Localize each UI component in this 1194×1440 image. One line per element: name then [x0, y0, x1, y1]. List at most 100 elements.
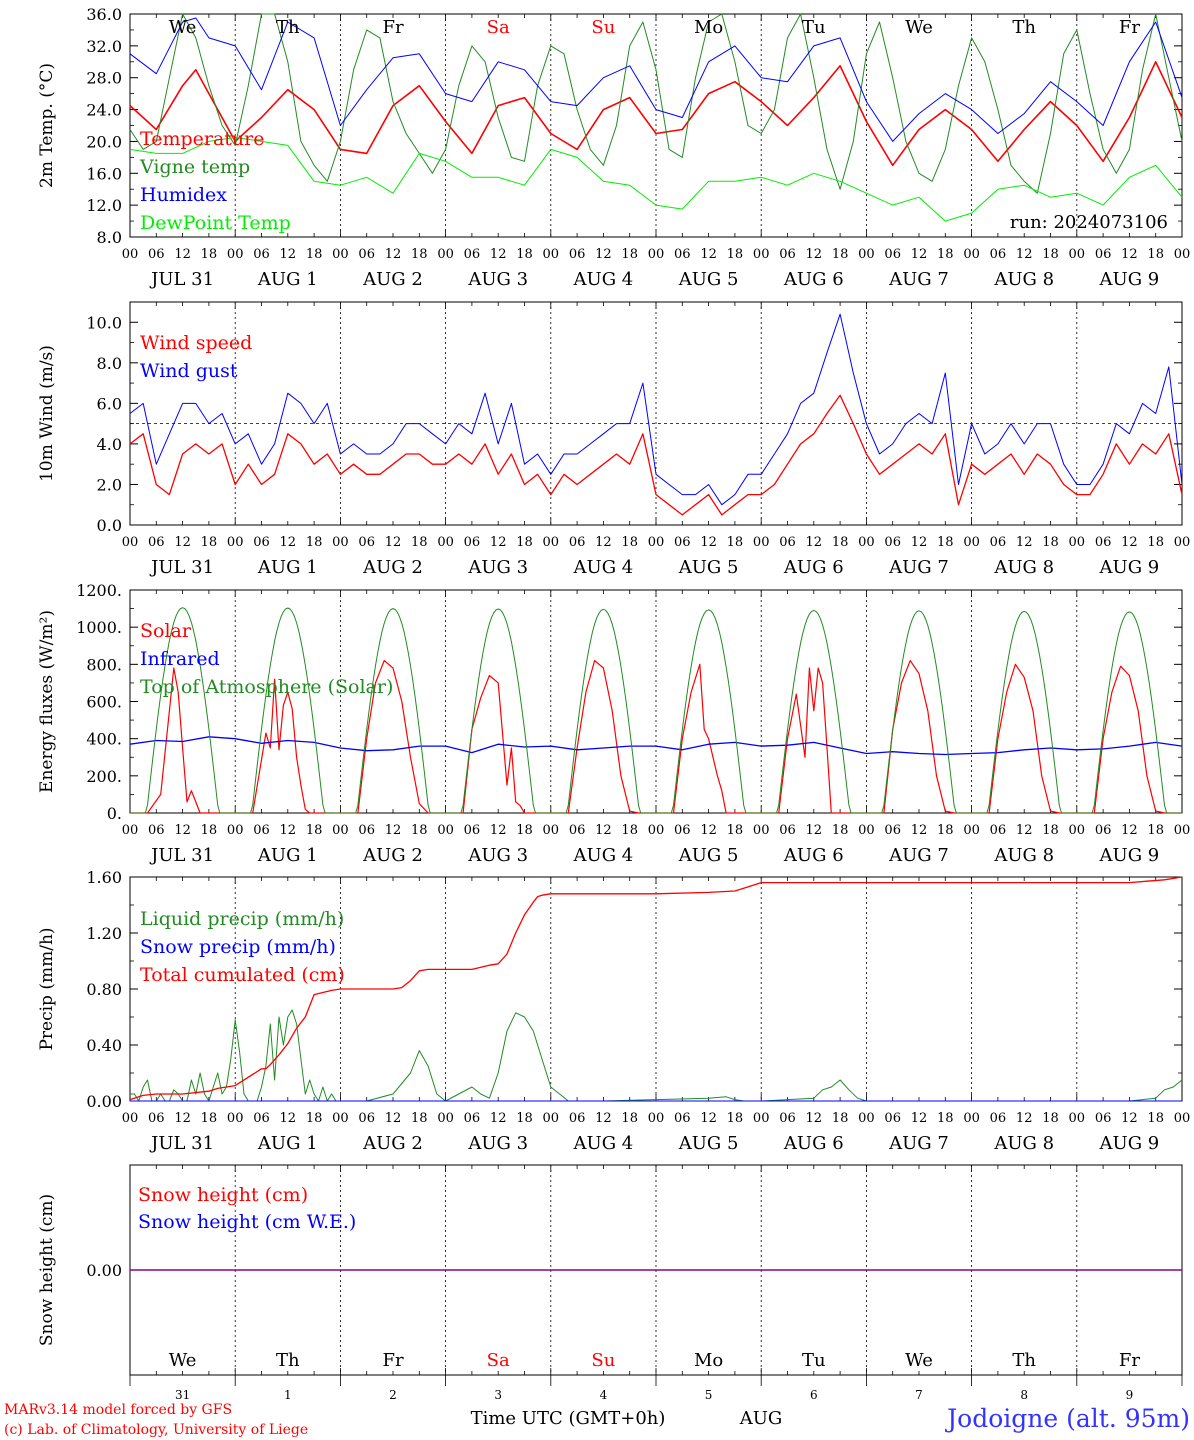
- panel-temp: 8.0 12.0 16.0 20.0 24.0 28.0 32.0 36.0 2m Temp. …: [37, 5, 1190, 290]
- hour-tick-label: 18: [201, 247, 218, 262]
- y-tick-label: 400.: [86, 730, 122, 749]
- hour-tick-label: 06: [464, 1111, 481, 1126]
- date-label: AUG 8: [993, 1133, 1054, 1154]
- hour-tick-label: 06: [253, 1111, 270, 1126]
- hour-tick-label: 00: [1174, 535, 1191, 550]
- y-tick-label: 28.0: [86, 69, 122, 88]
- hour-tick-label: 18: [937, 823, 954, 838]
- hour-tick-label: 18: [1042, 1111, 1059, 1126]
- date-label: AUG 5: [678, 845, 739, 866]
- legend-entry: Snow height (cm): [138, 1184, 308, 1206]
- y-tick-label: 800.: [86, 655, 122, 674]
- day-of-week-label: Fr: [382, 17, 403, 38]
- date-label: AUG 4: [573, 1133, 634, 1154]
- y-tick-label: 0.00: [86, 1261, 122, 1280]
- day-of-week-label: Su: [591, 1350, 615, 1371]
- y-tick-label: 8.0: [97, 228, 122, 247]
- y-tick-label: 6.0: [97, 394, 122, 413]
- day-number-label: 2: [389, 1388, 397, 1402]
- hour-tick-label: 00: [437, 247, 454, 262]
- legend-entry: Snow height (cm W.E.): [138, 1211, 356, 1233]
- hour-tick-label: 06: [1095, 823, 1112, 838]
- y-tick-label: 0.80: [86, 980, 122, 999]
- y-tick-label: 12.0: [86, 196, 122, 215]
- y-tick-label: 1.20: [86, 924, 122, 943]
- date-label: AUG 4: [573, 269, 634, 290]
- hour-tick-label: 06: [779, 1111, 796, 1126]
- month-label: AUG: [739, 1408, 783, 1429]
- date-label: AUG 1: [257, 1133, 318, 1154]
- day-of-week-label: Tu: [802, 17, 826, 38]
- date-label: AUG 3: [467, 845, 528, 866]
- date-label: AUG 7: [888, 557, 949, 578]
- hour-tick-label: 12: [174, 823, 191, 838]
- date-label: JUL 31: [149, 1133, 214, 1154]
- hour-tick-label: 00: [227, 823, 244, 838]
- hour-tick-label: 18: [1147, 823, 1164, 838]
- hour-tick-label: 00: [437, 1111, 454, 1126]
- hour-tick-label: 12: [490, 247, 507, 262]
- date-label: AUG 7: [888, 269, 949, 290]
- hour-tick-label: 18: [201, 1111, 218, 1126]
- date-label: AUG 5: [678, 1133, 739, 1154]
- hour-tick-label: 06: [1095, 1111, 1112, 1126]
- hour-tick-label: 18: [1147, 247, 1164, 262]
- hour-tick-label: 18: [1042, 823, 1059, 838]
- hour-tick-label: 00: [543, 823, 560, 838]
- date-label: AUG 7: [888, 1133, 949, 1154]
- date-label: JUL 31: [149, 845, 214, 866]
- station-label: Jodoigne (alt. 95m): [944, 1404, 1190, 1433]
- date-label: AUG 6: [783, 845, 844, 866]
- series-line-dewpoint-temp: [129, 136, 1183, 222]
- credit-line: MARv3.14 model forced by GFS: [4, 1402, 232, 1418]
- y-tick-label: 1000.: [76, 618, 122, 637]
- y-tick-label: 32.0: [86, 37, 122, 56]
- hour-tick-label: 00: [858, 823, 875, 838]
- hour-tick-label: 00: [332, 535, 349, 550]
- hour-tick-label: 18: [306, 823, 323, 838]
- hour-tick-label: 06: [674, 247, 691, 262]
- date-label: AUG 1: [257, 269, 318, 290]
- hour-tick-label: 06: [990, 535, 1007, 550]
- hour-tick-label: 06: [148, 247, 165, 262]
- hour-tick-label: 18: [621, 247, 638, 262]
- hour-tick-label: 00: [227, 247, 244, 262]
- day-of-week-label: Mo: [694, 1350, 723, 1371]
- hour-tick-label: 18: [201, 535, 218, 550]
- hour-tick-label: 18: [516, 247, 533, 262]
- y-tick-label: 4.0: [97, 435, 122, 454]
- y-tick-label: 0.0: [97, 516, 122, 535]
- legend-entry: Temperature: [140, 128, 264, 150]
- hour-tick-label: 12: [806, 535, 823, 550]
- legend-entry: Humidex: [140, 184, 227, 206]
- day-number-label: 7: [915, 1388, 923, 1402]
- date-label: AUG 9: [1099, 845, 1160, 866]
- hour-tick-label: 00: [227, 1111, 244, 1126]
- date-label: AUG 2: [362, 557, 423, 578]
- y-tick-label: 0.40: [86, 1036, 122, 1055]
- day-of-week-label: Fr: [382, 1350, 403, 1371]
- panel-wind: 0.0 2.0 4.0 6.0 8.0 10.0 10m Wind (m/s) Wind sp…: [37, 301, 1191, 578]
- panel-snow: 0.00 Snow height (cm) Snow height (cm) Snow…: [37, 1164, 1183, 1376]
- y-axis-title: Snow height (cm): [37, 1194, 57, 1346]
- series-line-total-cumulated-cm-: [129, 876, 1183, 1101]
- hour-tick-label: 06: [569, 247, 586, 262]
- date-label: AUG 2: [362, 269, 423, 290]
- series-line-humidex: [129, 17, 1183, 142]
- hour-tick-label: 00: [437, 823, 454, 838]
- y-axis-title: Energy fluxes (W/m²): [37, 610, 57, 793]
- hour-tick-label: 06: [148, 535, 165, 550]
- hour-tick-label: 18: [516, 535, 533, 550]
- hour-tick-label: 06: [464, 823, 481, 838]
- hour-tick-label: 12: [385, 823, 402, 838]
- hour-tick-label: 12: [1121, 1111, 1138, 1126]
- date-label: AUG 6: [783, 1133, 844, 1154]
- hour-tick-label: 00: [858, 247, 875, 262]
- hour-tick-label: 00: [1174, 823, 1191, 838]
- hour-tick-label: 18: [1042, 535, 1059, 550]
- hour-tick-label: 06: [569, 823, 586, 838]
- day-of-week-label: Su: [591, 17, 615, 38]
- hour-tick-label: 00: [753, 247, 770, 262]
- y-tick-label: 0.00: [86, 1092, 122, 1111]
- hour-tick-label: 12: [490, 1111, 507, 1126]
